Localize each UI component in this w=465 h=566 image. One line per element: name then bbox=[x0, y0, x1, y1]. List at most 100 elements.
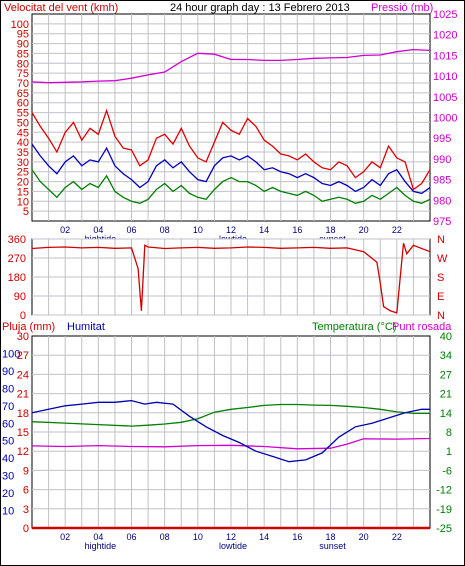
rain-tick-label: 9 bbox=[23, 465, 29, 477]
humidity-tick-label: 60 bbox=[2, 418, 14, 430]
time-tick-label: 18 bbox=[325, 225, 335, 235]
wind-tick-label: 10 bbox=[17, 196, 29, 208]
humidity-series-line bbox=[31, 399, 430, 463]
temperature-tick-label: 8 bbox=[446, 427, 452, 439]
direction-tick-label: 90 bbox=[14, 291, 26, 303]
direction-tick-label: 360 bbox=[8, 234, 26, 246]
wind-tick-label: 55 bbox=[17, 108, 29, 120]
wind-max-series-line bbox=[31, 108, 431, 191]
temperature-tick-label: -25 bbox=[436, 523, 452, 535]
time-tick-label: 08 bbox=[160, 532, 170, 542]
time-tick-label: 06 bbox=[126, 225, 136, 235]
humidity-tick-label: 40 bbox=[2, 453, 14, 465]
rain-tick-label: 15 bbox=[17, 427, 29, 439]
humidity-tick-label: 100 bbox=[2, 348, 20, 360]
time-tick-label: 14 bbox=[259, 532, 269, 542]
pressure-tick-label: 985 bbox=[433, 175, 451, 187]
rain-humidity-temperature-panel: 036912151821242730102030405060708090100-… bbox=[2, 331, 452, 551]
time-tick-label: 16 bbox=[292, 225, 302, 235]
rain-tick-label: 27 bbox=[17, 350, 29, 362]
time-tick-label: 14 bbox=[259, 225, 269, 235]
wind-tick-label: 85 bbox=[17, 48, 29, 60]
wind-tick-label: 70 bbox=[17, 78, 29, 90]
event-label-hightide: hightide bbox=[85, 541, 117, 551]
rain-tick-label: 21 bbox=[17, 389, 29, 401]
time-tick-label: 02 bbox=[60, 532, 70, 542]
dewpoint-series-line bbox=[31, 437, 431, 450]
compass-tick-label: E bbox=[437, 291, 444, 303]
wind-direction-series-line bbox=[31, 243, 431, 314]
rain-tick-label: 3 bbox=[23, 504, 29, 516]
temperature-tick-label: 27 bbox=[440, 369, 452, 381]
time-tick-label: 02 bbox=[60, 225, 70, 235]
time-tick-label: 10 bbox=[193, 532, 203, 542]
pressure-axis-title: Pressió (mb) bbox=[371, 2, 433, 14]
pressure-tick-label: 1015 bbox=[433, 50, 457, 62]
temperature-series-line bbox=[31, 403, 430, 427]
humidity-tick-label: 90 bbox=[2, 366, 14, 378]
time-tick-label: 12 bbox=[226, 225, 236, 235]
temperature-tick-label: 34 bbox=[440, 350, 452, 362]
pressure-series-line bbox=[31, 48, 431, 84]
wind-avg-series-line bbox=[31, 143, 431, 195]
time-tick-label: 04 bbox=[93, 225, 103, 235]
wind-tick-label: 95 bbox=[17, 29, 29, 41]
humidity-tick-label: 80 bbox=[2, 383, 14, 395]
rain-tick-label: 24 bbox=[17, 369, 29, 381]
wind-tick-label: 45 bbox=[17, 127, 29, 139]
wind-tick-label: 50 bbox=[17, 117, 29, 129]
time-tick-label: 10 bbox=[193, 225, 203, 235]
pressure-tick-label: 1020 bbox=[433, 30, 457, 42]
temperature-tick-label: 1 bbox=[446, 446, 452, 458]
time-tick-label: 04 bbox=[93, 532, 103, 542]
time-tick-label: 18 bbox=[325, 532, 335, 542]
pressure-tick-label: 1000 bbox=[433, 113, 457, 125]
compass-tick-label: N bbox=[437, 234, 445, 246]
time-tick-label: 08 bbox=[160, 225, 170, 235]
pressure-tick-label: 995 bbox=[433, 133, 451, 145]
wind-tick-label: 5 bbox=[23, 206, 29, 218]
rain-axis-title: Pluja (mm) bbox=[2, 321, 55, 333]
temperature-tick-label: 40 bbox=[440, 331, 452, 343]
event-label-lowtide: lowtide bbox=[219, 541, 247, 551]
wind-direction-panel: 0 N 90 E 180 S 270 W 360 N bbox=[8, 234, 448, 322]
rain-tick-label: 6 bbox=[23, 485, 29, 497]
rain-tick-label: 18 bbox=[17, 408, 29, 420]
time-tick-label: 22 bbox=[392, 532, 402, 542]
wind-tick-label: 35 bbox=[17, 147, 29, 159]
wind-tick-label: 65 bbox=[17, 88, 29, 100]
pressure-tick-label: 980 bbox=[433, 195, 451, 207]
direction-tick-label: 270 bbox=[8, 253, 26, 265]
wind-tick-label: 75 bbox=[17, 68, 29, 80]
temperature-tick-label: -6 bbox=[442, 465, 452, 477]
event-label-sunset: sunset bbox=[319, 541, 346, 551]
temperature-tick-label: 14 bbox=[440, 408, 452, 420]
compass-tick-label: W bbox=[437, 253, 448, 265]
dewpoint-axis-title: Punt rosada bbox=[392, 321, 452, 333]
wind-tick-label: 60 bbox=[17, 98, 29, 110]
wind-axis-title: Velocitat del vent (kmh) bbox=[4, 2, 118, 14]
humidity-tick-label: 70 bbox=[2, 401, 14, 413]
wind-tick-label: 40 bbox=[17, 137, 29, 149]
humidity-axis-title: Humitat bbox=[67, 321, 105, 333]
rain-tick-label: 12 bbox=[17, 446, 29, 458]
wind-tick-label: 90 bbox=[17, 39, 29, 51]
humidity-tick-label: 50 bbox=[2, 436, 14, 448]
wind-tick-label: 100 bbox=[11, 19, 29, 31]
temperature-tick-label: -19 bbox=[436, 504, 452, 516]
wind-tick-label: 30 bbox=[17, 157, 29, 169]
compass-tick-label: N bbox=[437, 310, 445, 322]
temperature-tick-label: 21 bbox=[440, 389, 452, 401]
wind-pressure-panel: 5101520253035404550556065707580859095100… bbox=[11, 9, 458, 244]
time-tick-label: 06 bbox=[126, 532, 136, 542]
wind-tick-label: 80 bbox=[17, 58, 29, 70]
time-tick-label: 20 bbox=[359, 225, 369, 235]
time-tick-label: 20 bbox=[359, 532, 369, 542]
direction-tick-label: 180 bbox=[8, 272, 26, 284]
time-tick-label: 16 bbox=[292, 532, 302, 542]
humidity-tick-label: 30 bbox=[2, 471, 14, 483]
time-tick-label: 12 bbox=[226, 532, 236, 542]
pressure-tick-label: 990 bbox=[433, 154, 451, 166]
